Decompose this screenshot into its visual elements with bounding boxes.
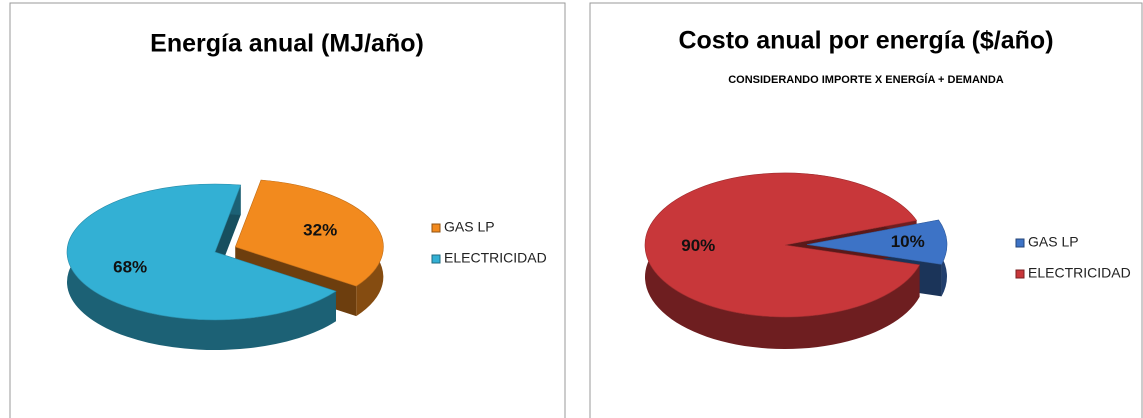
slice (806, 219, 948, 265)
legend-swatch (431, 223, 441, 233)
chart-title: Energía anual (MJ/año) (150, 30, 424, 58)
value-label: 32% (303, 220, 337, 239)
slice (234, 179, 384, 287)
value-label: 90% (681, 236, 715, 255)
legend-label: GAS LP (1028, 234, 1079, 250)
slice (644, 172, 921, 318)
chart-title: Costo anual por energía ($/año) (678, 27, 1053, 55)
slice-side (67, 183, 336, 350)
legend-label: ELECTRICIDAD (444, 250, 547, 266)
value-label: 68% (113, 258, 147, 277)
legend-swatch (1015, 238, 1025, 248)
legend-label: ELECTRICIDAD (1028, 265, 1131, 281)
chart-subtitle: CONSIDERANDO IMPORTE X ENERGÍA + DEMANDA (728, 73, 1004, 86)
slice (66, 183, 337, 321)
legend-swatch (431, 254, 441, 264)
legend-label: GAS LP (444, 219, 495, 235)
legend-swatch (1015, 269, 1025, 279)
value-label: 10% (891, 232, 925, 251)
